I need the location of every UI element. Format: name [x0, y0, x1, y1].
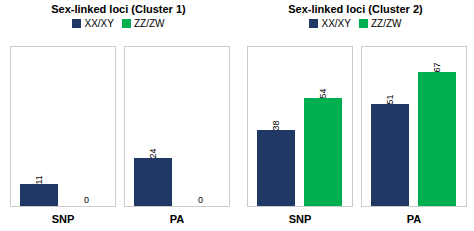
- svg-text:54: 54: [318, 88, 328, 98]
- html-text:ZZ/ZW: ZZ/ZW: [134, 18, 165, 29]
- svg-text:SNP: SNP: [51, 213, 74, 225]
- svg-text:0: 0: [197, 195, 202, 205]
- svg-text:51: 51: [385, 94, 395, 104]
- svg-text:SNP: SNP: [288, 213, 311, 225]
- html-text:ZZ/ZW: ZZ/ZW: [371, 18, 402, 29]
- svg-text:38: 38: [271, 120, 281, 130]
- svg-text:0: 0: [83, 195, 88, 205]
- html-text:Sex-linked loci (Cluster 1): Sex-linked loci (Cluster 1): [51, 3, 186, 15]
- svg-text:67: 67: [432, 62, 442, 72]
- svg-text:24: 24: [148, 148, 158, 158]
- html-text:XX/XY: XX/XY: [84, 18, 114, 29]
- svg-text:PA: PA: [406, 213, 421, 225]
- html-text:XX/XY: XX/XY: [321, 18, 351, 29]
- svg-text:11: 11: [34, 175, 44, 184]
- svg-text:PA: PA: [169, 213, 184, 225]
- html-text:Sex-linked loci (Cluster 2): Sex-linked loci (Cluster 2): [288, 3, 423, 15]
